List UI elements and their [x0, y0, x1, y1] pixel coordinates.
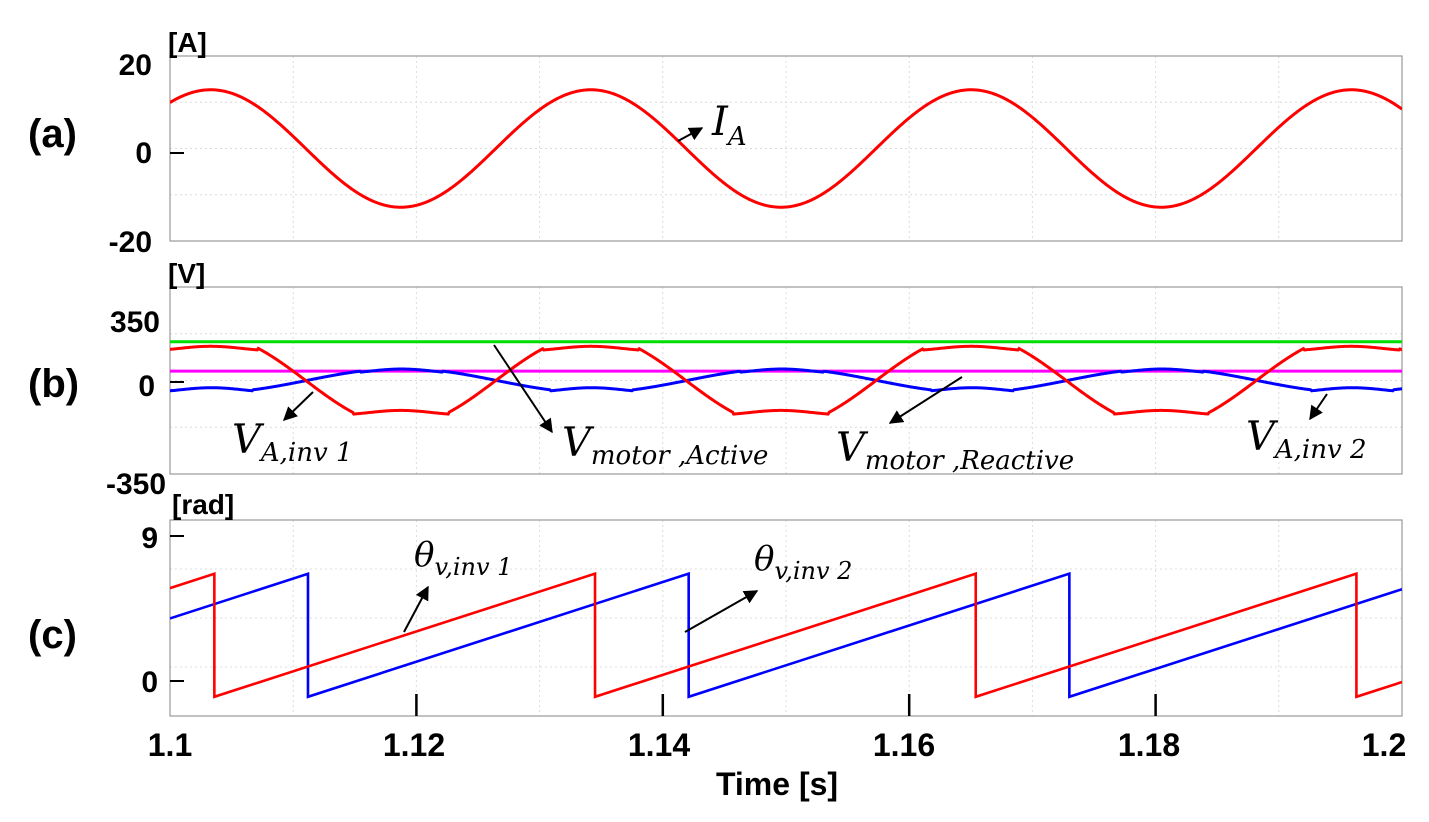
annotation-arrow-theta-v-inv2	[684, 590, 759, 633]
series-theta-v-inv1	[170, 571, 1402, 699]
panel-a-label: (a)	[28, 112, 77, 156]
annotation-arrow-i-a	[677, 127, 704, 142]
panel-c: (c) [rad] 9 0 θv,inv 1 θv,inv 2	[28, 489, 1403, 717]
panel-b-frame	[169, 286, 1403, 475]
annotation-theta-v-inv2: θv,inv 2	[754, 539, 852, 585]
panel-grid	[170, 56, 1402, 241]
annotation-v-motor-active: Vmotor ,Active	[562, 420, 768, 471]
panel-a: (a) [A] 20 0 -20 IA	[28, 27, 1403, 259]
series-v-a-inv1	[170, 344, 1402, 416]
panel-c-unit: [rad]	[172, 489, 234, 520]
x-ticks	[415, 694, 1157, 716]
x-tick-label: 1.1	[148, 727, 192, 763]
x-tick-label: 1.18	[1118, 727, 1180, 763]
panel-c-ytick-label: 0	[141, 666, 158, 699]
x-tick-label: 1.16	[873, 727, 935, 763]
panel-a-unit: [A]	[168, 27, 207, 58]
x-axis: 1.1 1.12 1.14 1.16 1.18 1.2 Time [s]	[148, 727, 1406, 802]
annotation-v-a-inv1: VA,inv 1	[232, 417, 353, 468]
panel-a-ytick-label: 0	[135, 137, 152, 170]
panel-b-ytick-label: 350	[110, 306, 160, 339]
annotation-v-motor-reactive: Vmotor ,Reactive	[836, 425, 1074, 476]
x-axis-title: Time [s]	[716, 766, 838, 802]
annotation-i-a: IA	[711, 99, 747, 152]
panel-a-ytick-label: 20	[119, 49, 152, 82]
x-tick-label: 1.2	[1362, 727, 1406, 763]
x-tick-label: 1.12	[383, 727, 445, 763]
panel-grid	[170, 520, 1402, 716]
series-theta-v-inv2	[170, 571, 1402, 699]
annotation-v-a-inv2: VA,inv 2	[1246, 414, 1367, 465]
panel-a-frame	[169, 55, 1403, 242]
panel-b-label: (b)	[28, 362, 79, 406]
panel-a-ytick-label: -20	[109, 226, 152, 259]
panel-b: (b) [V] 350 0 -350 VA,inv 1 Vmotor ,Acti…	[28, 258, 1403, 501]
panel-b-ytick-label: 0	[138, 370, 155, 403]
series-v-a-inv2	[170, 367, 1402, 393]
x-tick-label: 1.14	[628, 727, 690, 763]
annotation-arrow-v-motor-reactive	[888, 376, 963, 424]
series-i-a	[170, 88, 1402, 209]
panel-grid	[170, 287, 1402, 474]
annotation-arrow-v-motor-active	[493, 344, 553, 434]
panel-c-ytick-label: 9	[141, 522, 158, 555]
annotation-arrow-v-a-inv1	[282, 391, 314, 421]
annotation-arrow-theta-v-inv1	[403, 585, 429, 633]
panel-b-unit: [V]	[168, 258, 205, 289]
panel-b-ytick-label: -350	[106, 468, 166, 501]
annotation-arrow-v-a-inv2	[1309, 393, 1328, 421]
annotation-theta-v-inv1: θv,inv 1	[414, 535, 512, 581]
panel-c-label: (c)	[28, 613, 77, 657]
